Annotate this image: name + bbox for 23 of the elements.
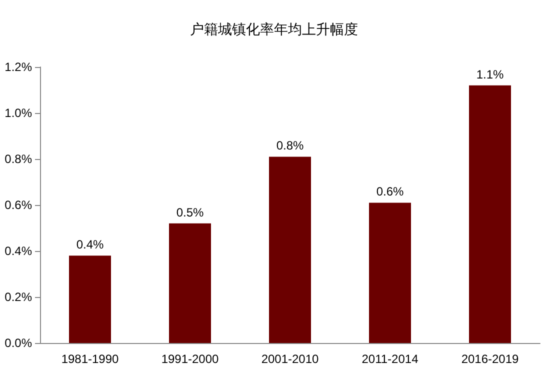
y-tick-label: 0.2%	[4, 290, 32, 304]
bar	[269, 156, 311, 343]
data-label: 0.5%	[176, 205, 204, 220]
y-tick-label: 1.0%	[4, 106, 32, 120]
y-tick-label: 0.0%	[4, 336, 32, 350]
x-tick-label: 2011-2014	[362, 352, 419, 366]
bar	[169, 223, 211, 343]
y-tick-label: 0.6%	[4, 198, 32, 212]
data-label: 1.1%	[476, 67, 504, 82]
y-tick-label: 1.2%	[4, 60, 32, 74]
bar	[469, 85, 511, 343]
x-tick-label: 1981-1990	[61, 352, 120, 366]
x-tick-label: 2001-2010	[261, 352, 320, 366]
data-label: 0.8%	[276, 138, 304, 153]
data-label: 0.4%	[76, 238, 104, 252]
bar	[369, 202, 411, 343]
bar	[69, 256, 111, 343]
y-tick-label: 0.8%	[4, 152, 32, 166]
x-tick-label: 2016-2019	[461, 352, 520, 366]
data-label: 0.6%	[376, 184, 404, 199]
chart-title: 户籍城镇化率年均上升幅度	[190, 22, 358, 38]
x-tick-label: 1991-2000	[161, 352, 220, 366]
y-tick-label: 0.4%	[4, 244, 32, 258]
